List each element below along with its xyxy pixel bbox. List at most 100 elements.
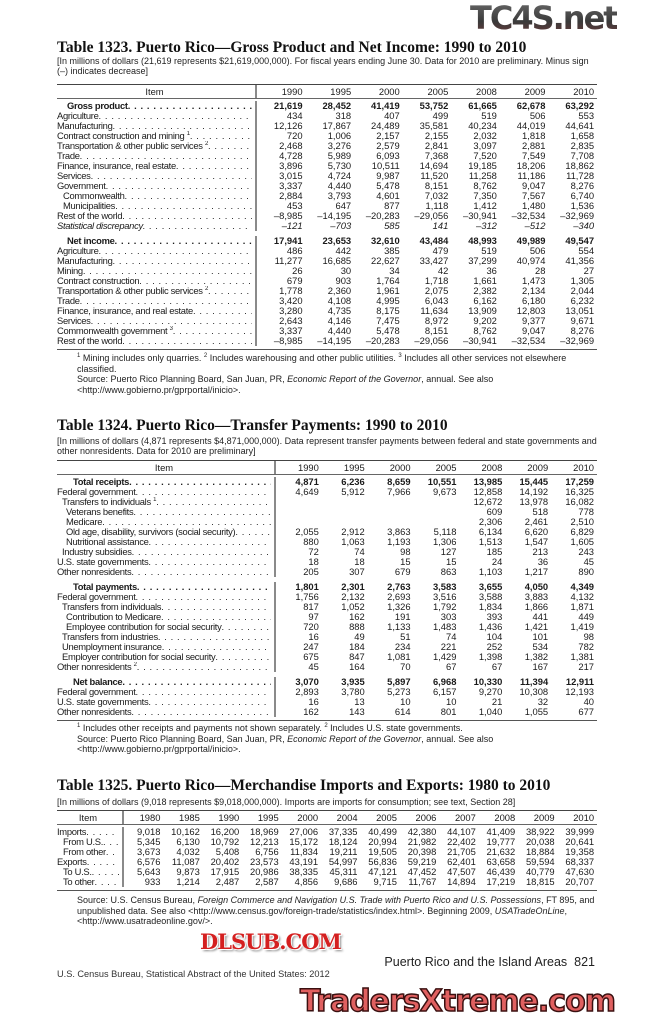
table-cell-value: 2,579 xyxy=(376,140,400,151)
row-label-cell: Medicare xyxy=(57,517,276,527)
dot-leader xyxy=(103,837,119,847)
table-cell-value: 20,994 xyxy=(368,836,397,847)
row-label: Industry subsidies xyxy=(62,547,132,557)
table-cell-value: 20,402 xyxy=(210,856,240,867)
row-label: Transportation & other public services 2 xyxy=(57,141,208,151)
footnote-text: , annual. See also <http://www.gobierno.… xyxy=(77,733,494,755)
table-cell-value: 18,815 xyxy=(525,876,555,887)
table-cell-value: 4,108 xyxy=(327,295,352,306)
table-cell-value: 407 xyxy=(384,110,400,121)
table-cell-value: 2,134 xyxy=(522,285,546,296)
column-header-item: Item xyxy=(57,461,276,474)
row-label-text: Federal government xyxy=(57,487,136,497)
table-cell-value: 499 xyxy=(432,110,449,121)
row-label-text: Finance, insurance, real estate xyxy=(57,161,176,171)
table-cell-value: 519 xyxy=(481,245,497,256)
table-cell-value: 3,935 xyxy=(341,676,365,687)
table-cell-value: 393 xyxy=(486,611,503,622)
row-label: U.S. state governments xyxy=(57,557,149,567)
footnote-text: Source: Puerto Rico Planning Board, San … xyxy=(77,374,288,384)
row-label: Manufacturing xyxy=(57,121,113,131)
table-cell-value: 20,038 xyxy=(525,836,555,847)
row-label-text: Imports xyxy=(57,827,87,837)
table-cell-value: 234 xyxy=(394,641,411,652)
table-cell-value: 6,232 xyxy=(570,295,595,306)
row-label-cell: Federal government xyxy=(57,687,276,697)
column-header-year: 2005 xyxy=(435,462,457,473)
table-cell-value: 44,019 xyxy=(516,120,546,131)
footnote-text: , <http://www.usatradeonline.gov/>. xyxy=(77,905,567,927)
table-cell-value: 16,200 xyxy=(210,826,240,837)
dot-leader xyxy=(222,622,272,632)
row-label-cell: Trade xyxy=(57,296,257,306)
row-label: Agriculture xyxy=(57,246,99,256)
table-body: Gross product 21,619 28,452 41,419 53,752 61,… xyxy=(57,99,597,349)
row-label-text: Employer contribution for social securit… xyxy=(62,652,216,662)
row-label-cell: Commonwealth xyxy=(57,191,257,201)
dot-leader xyxy=(122,211,252,221)
table-cell-value: 6,130 xyxy=(176,836,200,847)
footnote-text: , FT 895, and unpublished data. See also… xyxy=(77,895,595,916)
row-label: Contract construction and mining 1 xyxy=(57,131,190,141)
row-label-cell: Net balance xyxy=(57,677,276,687)
row-label-cell: Industry subsidies xyxy=(57,547,276,557)
table-cell-value: 506 xyxy=(529,245,546,256)
dot-leader xyxy=(148,557,271,567)
table-cell-value: 9,686 xyxy=(334,876,358,887)
table-cell-value: 2,893 xyxy=(295,686,319,697)
row-label-cell: From U.S. xyxy=(57,837,124,847)
table-cell-value: 205 xyxy=(303,566,319,577)
row-label-cell: Employee contribution for social securit… xyxy=(57,622,276,632)
table-cell-value: 18,206 xyxy=(516,160,546,171)
table-cell-value: 1,513 xyxy=(478,536,503,547)
row-label: Veterans benefits xyxy=(66,507,134,517)
row-label-cell: Contract construction and mining 1 xyxy=(57,131,257,141)
table-row: Transportation & other public services 2… xyxy=(57,141,597,151)
row-label: Medicare xyxy=(66,517,102,527)
row-label-cell: From other xyxy=(57,847,124,857)
table-row: Other nonresidents 2 45 164 70 67 67 167 217 xyxy=(57,662,597,672)
table-body: Total receipts 4,871 6,236 8,659 10,551 13,98… xyxy=(57,475,597,720)
table-cell-value: 14,192 xyxy=(519,486,549,497)
row-label-text: Agriculture xyxy=(57,111,99,121)
table-row: Manufacturing 11,277 16,685 22,627 33,427 37,… xyxy=(57,256,597,266)
table-cell-value: 221 xyxy=(440,641,457,652)
table-cell-value: 1,764 xyxy=(376,275,400,286)
table-cell-value: 1,871 xyxy=(570,601,595,612)
footnote-marker: 2 xyxy=(324,723,328,729)
footnote-marker: 1 xyxy=(77,353,81,359)
table-row: Transfers to individuals 1 12,672 13,978 16… xyxy=(57,497,597,507)
table-cell-value: 36 xyxy=(537,556,549,567)
table-cell-value: 44,641 xyxy=(565,120,595,131)
table-body: Imports 9,018 10,162 16,200 18,969 27,006 37,3… xyxy=(57,825,597,890)
row-label-cell: Manufacturing xyxy=(57,256,257,266)
table-cell-value: 20,986 xyxy=(250,866,279,877)
dot-leader xyxy=(113,256,252,266)
table-row: Rest of the world –8,985 –14,195 –20,283 –29… xyxy=(57,336,597,346)
table-cell-value: 16,685 xyxy=(322,255,352,266)
dot-leader xyxy=(102,517,271,527)
table-cell-value: 3,280 xyxy=(279,305,303,316)
table-row: Commonwealth government 3 3,337 4,440 5,478… xyxy=(57,326,597,336)
table-cell-value: 6,043 xyxy=(424,295,449,306)
table-cell-value: 59,219 xyxy=(407,856,437,867)
table-footnotes: 1 Includes other receipts and payments n… xyxy=(57,723,602,755)
table-cell-value: 11,767 xyxy=(408,876,437,887)
table-row: Services 3,015 4,724 9,987 11,520 11,258 11,18… xyxy=(57,171,597,181)
table-cell-value: 11,186 xyxy=(517,170,546,181)
footnote-paragraph: 1 Includes other receipts and payments n… xyxy=(57,723,602,734)
table-cell-value: 1,801 xyxy=(295,581,319,592)
table-cell-value: 2,468 xyxy=(279,140,303,151)
table-cell-value: 162 xyxy=(303,706,319,717)
row-label-cell: Net income xyxy=(57,236,257,246)
column-header-year: 2007 xyxy=(454,812,476,823)
table-cell-value: 679 xyxy=(286,275,303,286)
table-cell-value: 2,643 xyxy=(279,315,303,326)
table-cell-value: 63,292 xyxy=(565,100,595,111)
dot-leader xyxy=(91,171,252,181)
table-cell-value: 27 xyxy=(583,265,595,276)
column-header-item: Item xyxy=(57,85,257,98)
table-cell-value: 553 xyxy=(578,110,595,121)
row-label-text: Transportation & other public services xyxy=(57,141,203,151)
table-cell-value: 48,993 xyxy=(468,235,497,246)
